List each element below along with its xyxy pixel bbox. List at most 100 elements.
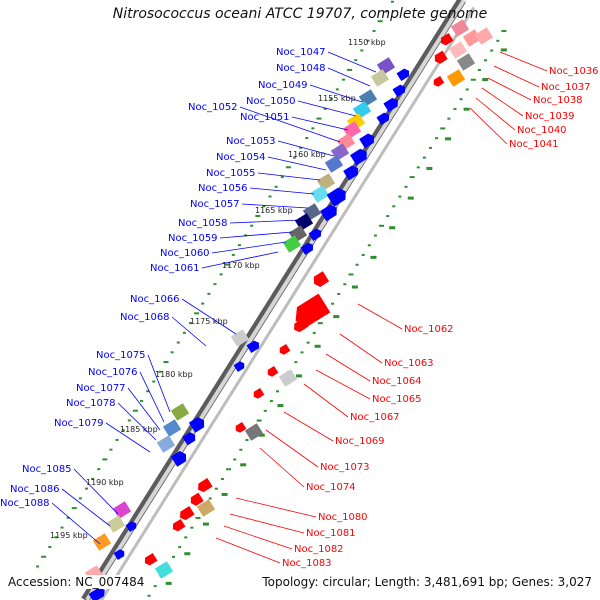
leader-line-right: [475, 97, 516, 131]
gc-dot: [354, 59, 358, 62]
gc-dot: [97, 468, 101, 471]
gc-dot: [256, 419, 262, 422]
gene-label-right: Noc_1073: [320, 462, 370, 473]
gc-dot: [294, 361, 298, 364]
forward-gene-arrow: [188, 417, 205, 433]
gc-dot: [398, 195, 402, 198]
gc-dot: [184, 536, 188, 539]
tick-label: 1155 kbp: [318, 94, 356, 103]
gc-dot: [343, 283, 347, 286]
gc-dot: [453, 107, 457, 110]
feature-block: [92, 533, 112, 551]
gc-dot: [314, 344, 321, 348]
gc-dot: [360, 49, 364, 52]
reverse-gene-arrow: [253, 387, 265, 399]
leader-line-left: [239, 106, 341, 143]
reverse-gene-arrow: [313, 271, 330, 287]
gc-dot: [407, 196, 414, 200]
gc-dot: [482, 78, 489, 82]
leader-line-left: [139, 371, 165, 423]
gene-label-left: Noc_1085: [22, 464, 72, 475]
leader-line-left: [181, 298, 237, 335]
gene-label-left: Noc_1054: [216, 152, 266, 163]
gc-dot: [355, 263, 359, 266]
gc-dot: [300, 351, 304, 354]
gc-dot: [428, 146, 432, 149]
gene-label-right: Noc_1074: [306, 482, 356, 493]
leader-line-left: [211, 241, 287, 254]
leader-line-left: [147, 354, 171, 413]
gc-dot: [348, 273, 354, 276]
gc-dot: [60, 526, 64, 529]
forward-gene-arrow: [113, 549, 125, 561]
leader-line-left: [229, 219, 301, 224]
gc-dot: [219, 273, 223, 276]
gc-dot: [233, 458, 237, 461]
gene-label-left: Noc_1088: [0, 498, 50, 509]
gene-label-left: Noc_1047: [276, 47, 326, 58]
gc-dot: [176, 341, 180, 344]
leader-line-left: [201, 251, 279, 269]
leader-line-right: [303, 383, 349, 418]
gene-label-right: Noc_1082: [294, 544, 344, 555]
gc-dot: [501, 30, 507, 33]
leader-line-right: [469, 107, 508, 145]
reverse-gene-arrow: [440, 33, 454, 46]
gc-dot: [389, 226, 396, 230]
gc-dot: [255, 214, 261, 217]
reverse-gene-arrow: [190, 492, 204, 506]
leader-line-left: [327, 51, 377, 73]
gc-dot: [416, 166, 420, 169]
gc-dot: [153, 585, 157, 588]
accession-text: Accession: NC_007484: [6, 575, 147, 589]
reverse-gene-arrow: [279, 343, 291, 355]
gc-dot: [373, 234, 377, 237]
gc-dot: [184, 552, 191, 556]
gc-dot: [386, 215, 390, 218]
gc-dot: [351, 285, 358, 289]
gc-dot: [109, 448, 113, 451]
forward-gene-arrow: [359, 133, 374, 149]
forward-gene-arrow: [182, 432, 196, 446]
gc-dot: [91, 477, 95, 480]
gc-dot: [379, 224, 385, 227]
gc-content-dots: [36, 0, 507, 597]
gene-label-left: Noc_1050: [246, 96, 296, 107]
gc-dot: [459, 98, 463, 101]
gc-dot: [262, 205, 266, 208]
gc-dot: [258, 433, 265, 437]
gc-dot: [152, 380, 156, 383]
gc-dot: [296, 374, 303, 378]
gc-dot: [213, 283, 217, 286]
gc-dot: [341, 78, 345, 81]
feature-block: [310, 185, 330, 203]
reverse-gene-arrow: [144, 553, 158, 566]
gene-label-right: Noc_1080: [318, 512, 368, 523]
gc-dot: [470, 78, 476, 81]
gene-label-left: Noc_1057: [190, 199, 240, 210]
feature-block: [324, 155, 344, 173]
gc-dot: [268, 195, 272, 198]
gc-dot: [306, 341, 310, 344]
gc-dot: [202, 522, 209, 526]
gene-label-right: Noc_1037: [541, 82, 591, 93]
gc-dot: [147, 594, 151, 597]
gene-label-left: Noc_1066: [130, 294, 180, 305]
gc-dot: [280, 176, 284, 179]
gc-dot: [463, 107, 470, 111]
forward-gene-arrow: [308, 228, 322, 241]
gene-label-right: Noc_1069: [335, 436, 385, 447]
forward-gene-arrow: [392, 84, 406, 97]
gene-label-right: Noc_1039: [525, 111, 575, 122]
forward-gene-arrow: [383, 97, 398, 112]
leader-line-left: [249, 187, 315, 195]
gc-dot: [240, 463, 247, 467]
gc-dot: [226, 468, 232, 471]
gc-dot: [237, 244, 241, 247]
gene-label-right: Noc_1083: [282, 558, 332, 569]
tick-label: 1150 kbp: [348, 38, 386, 47]
feature-block: [112, 501, 132, 519]
gene-label-left: Noc_1075: [96, 350, 146, 361]
leader-line-right: [487, 77, 532, 101]
gc-dot: [221, 492, 228, 496]
